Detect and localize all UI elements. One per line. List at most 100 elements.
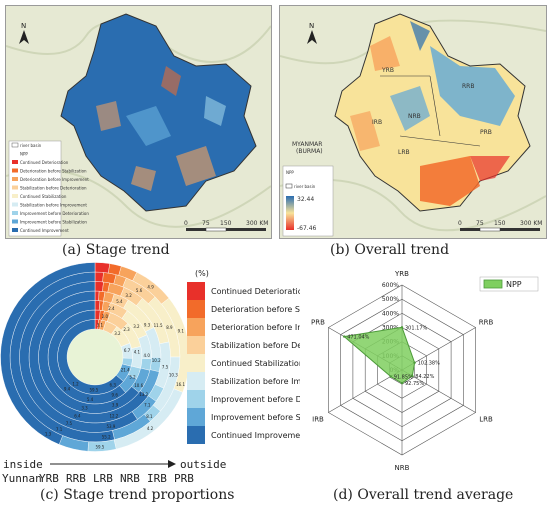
donut-data-label-35: 59.5: [89, 388, 98, 393]
donut-legend-swatch-0: [187, 282, 205, 300]
donut-legend-swatch-2: [187, 318, 205, 336]
axis-outside-label: outside: [180, 458, 226, 471]
radar-point-lrb: [411, 374, 414, 378]
donut-data-label-8: 2.3: [123, 327, 130, 332]
legend-a-item-4: Deterioration before Improvement: [20, 177, 89, 182]
scale-b-0: 0: [458, 220, 462, 227]
donut-data-label-17: 10.2: [152, 358, 161, 363]
legend-a-swatch-2: [12, 160, 18, 164]
radar-value-label-irb: 91.85%: [394, 375, 413, 381]
scale-bar-b: 0 75 150 300 KM: [458, 220, 542, 232]
radar-legend-swatch: [483, 279, 503, 289]
donut-data-label-16: 4.0: [144, 353, 151, 358]
north-arrow-a: [19, 30, 29, 44]
donut-data-label-31: 12.2: [109, 413, 118, 418]
donut-legend-swatch-3: [187, 336, 205, 354]
donut-data-label-28: 6.3: [110, 383, 117, 388]
region-label-lrb: LRB: [398, 149, 410, 156]
radar-r-tick-4: 400%: [382, 310, 399, 317]
radar-point-rrb: [413, 361, 416, 364]
scale-a-150: 150: [220, 220, 232, 227]
donut-legend-item-7: Improvement before Stabilization: [211, 413, 300, 422]
donut-data-label-38: 6.4: [74, 414, 81, 419]
region-label-nrb: NRB: [408, 113, 421, 120]
donut-data-label-29: 9.6: [112, 392, 119, 397]
donut-legend-swatch-1: [187, 300, 205, 318]
legend-a-swatch-6: [12, 194, 18, 198]
stage-trend-map: N river basin NPP Continued Deterioration D…: [5, 5, 272, 239]
donut-data-label-15: 4.1: [134, 350, 141, 355]
legend-a-swatch-1: [12, 151, 18, 156]
donut-data-label-7: 3.2: [114, 331, 121, 336]
region-label-prb: PRB: [480, 129, 492, 136]
stage-trend-map-svg: N river basin NPP Continued Deterioration D…: [6, 6, 271, 238]
nested-donut: 3.12.02.45.43.25.64.93.22.33.2 9.3 11.5 8.9…: [0, 262, 190, 452]
donut-data-label-3: 5.4: [116, 299, 123, 304]
donut-data-label-43: 9.4: [64, 387, 71, 392]
region-label-rrb: RRB: [462, 83, 474, 90]
legend-a-swatch-5: [12, 185, 18, 190]
donut-data-label-34: 59.5: [95, 445, 104, 450]
region-label-irb: IRB: [372, 119, 382, 126]
donut-legend-swatch-7: [187, 408, 205, 426]
radar-axis-label-irb: IRB: [312, 416, 324, 424]
donut-data-label-40: 7.1: [56, 427, 63, 432]
radar-axis-label-yrb: YRB: [394, 270, 409, 278]
donut-data-label-20: 16.1: [176, 382, 185, 387]
legend-a-item-8: Improvement before Deterioration: [20, 211, 89, 216]
overall-trend-average-chart: YRBRRBLRBNRBIRBPRB0%100%200%300%400%500%…: [311, 270, 539, 472]
radar-r-tick-6: 600%: [382, 282, 399, 289]
radar-value-label-lrb: 84.22%: [415, 374, 434, 380]
scale-a-75: 75: [202, 220, 210, 227]
donut-legend-item-1: Deterioration before Stabilization: [211, 305, 300, 314]
country-label-line1: MYANMAR: [292, 141, 322, 148]
map-a-legend: river basin NPP Continued Deterioration Det…: [8, 140, 89, 237]
donut-segment-nrb-0: [94, 281, 104, 292]
donut-legend-swatch-8: [187, 426, 205, 444]
donut-data-label-37: 3.3: [81, 406, 88, 411]
region-label-yrb: YRB: [381, 67, 394, 74]
donut-data-label-18: 7.5: [162, 365, 169, 370]
donut-legend-item-8: Continued Improvement: [211, 431, 300, 440]
legend-a-item-7: Stabilization before Improvement: [20, 203, 87, 208]
donut-data-label-23: 10.6: [134, 383, 143, 388]
radar-axis-label-rrb: RRB: [479, 319, 494, 327]
stage-trend-proportions-chart: 3.12.02.45.43.25.64.93.22.33.2 9.3 11.5 8.9…: [0, 262, 300, 484]
scale-b-300: 300 KM: [520, 220, 542, 227]
legend-b-high: 32.44: [297, 196, 314, 203]
country-label-line2: (BURMA): [296, 148, 323, 155]
donut-data-label-0: 3.1: [97, 323, 104, 328]
legend-a-swatch-8: [12, 211, 18, 215]
radar-value-label-rrb: 102.38%: [418, 361, 440, 367]
donut-legend: Continued Deterioration Deterioration bef…: [187, 282, 300, 444]
legend-a-item-2: Continued Deterioration: [20, 160, 69, 165]
legend-a-swatch-10: [12, 228, 18, 232]
radar-point-yrb: [400, 326, 404, 329]
scale-b-75: 75: [476, 220, 484, 227]
donut-legend-item-4: Continued Stabilization: [211, 359, 300, 368]
donut-data-label-5: 5.6: [136, 288, 143, 293]
donut-data-label-32: 53.9: [106, 424, 115, 429]
donut-data-label-24: 13.2: [139, 392, 148, 397]
legend-a-item-6: Continued Stabilization: [20, 194, 67, 199]
radar-r-tick-3: 300%: [382, 325, 399, 332]
donut-data-label-10: 9.3: [144, 323, 151, 328]
donut-data-label-22: 5.2: [129, 375, 136, 380]
radar-spoke-lrb: [401, 369, 476, 413]
legend-a-item-3: Deterioration before Stabilization: [20, 169, 87, 174]
north-label-b: N: [309, 22, 314, 30]
north-label-a: N: [21, 22, 26, 30]
radar-legend: NPP: [479, 276, 539, 292]
radar-point-nrb: [400, 381, 404, 385]
radar-axis-label-nrb: NRB: [395, 464, 410, 472]
legend-a-item-9: Improvement before Stabilization: [20, 220, 87, 225]
legend-a-swatch-4: [12, 177, 18, 181]
scale-a-300: 300 KM: [246, 220, 268, 227]
scale-a-0: 0: [184, 220, 188, 227]
scale-b-150: 150: [494, 220, 506, 227]
donut-data-label-4: 3.2: [125, 293, 132, 298]
donut-legend-item-2: Deterioration before Improvement: [211, 323, 300, 332]
legend-a-swatch-0: [11, 142, 19, 148]
legend-b-low: -67.46: [297, 225, 317, 232]
